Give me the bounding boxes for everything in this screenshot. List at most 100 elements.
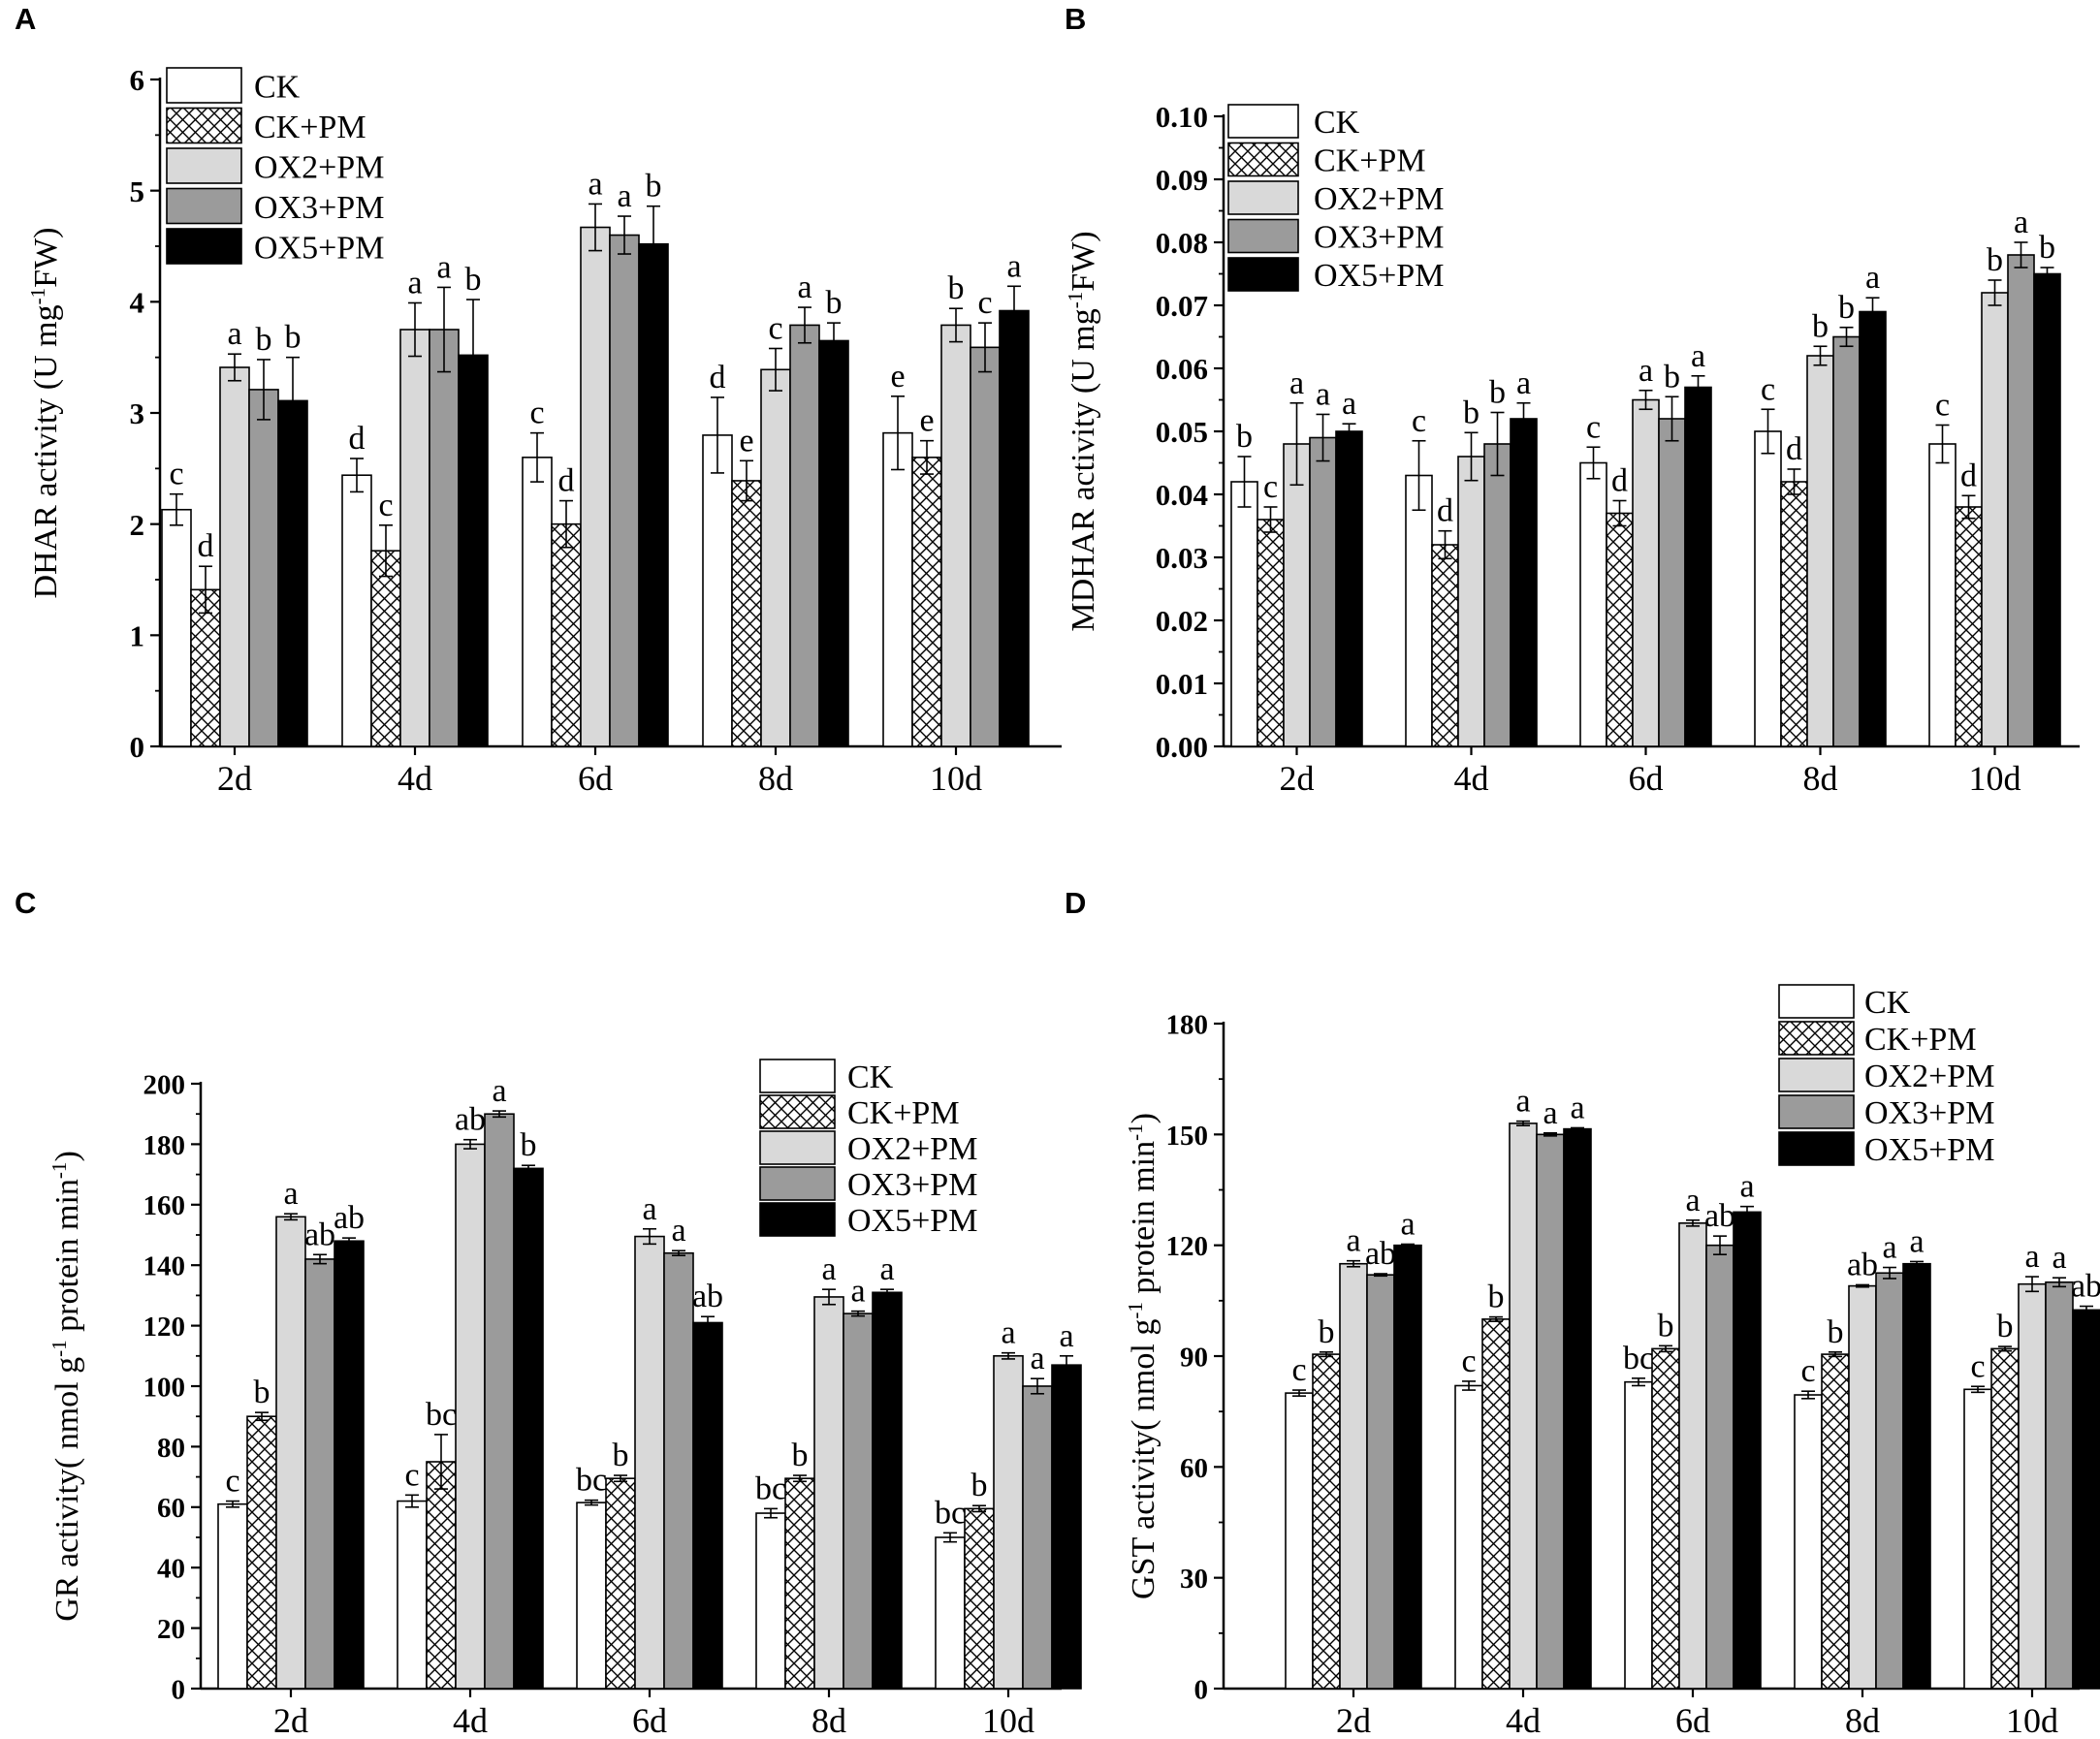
bar bbox=[1230, 481, 1258, 747]
y-tick-label: 180 bbox=[143, 1130, 186, 1161]
significance-letter: c bbox=[1291, 1352, 1306, 1388]
y-axis-title: DHAR activity (U mg-1FW) bbox=[26, 227, 64, 598]
y-tick-label: 120 bbox=[143, 1312, 186, 1343]
significance-letter: d bbox=[1960, 458, 1977, 493]
y-tick-label: 0.05 bbox=[1156, 415, 1208, 449]
significance-letter: ab bbox=[1847, 1247, 1878, 1282]
bar bbox=[1632, 398, 1660, 747]
bar bbox=[1405, 474, 1433, 747]
legend-swatch bbox=[1778, 1131, 1855, 1166]
legend-label: CK+PM bbox=[1864, 1022, 1977, 1058]
significance-letter: b bbox=[1489, 375, 1506, 411]
significance-letter: a bbox=[1543, 1095, 1557, 1131]
x-tick-label: 4d bbox=[398, 759, 432, 798]
significance-letter: b bbox=[521, 1127, 537, 1163]
bar bbox=[872, 1291, 903, 1690]
legend-label: OX5+PM bbox=[1314, 258, 1444, 294]
significance-letter: c bbox=[1586, 409, 1601, 445]
significance-letter: e bbox=[739, 423, 753, 458]
bar bbox=[458, 354, 489, 747]
bar bbox=[2033, 272, 2061, 747]
legend-label: CK bbox=[847, 1059, 894, 1095]
bar bbox=[580, 226, 611, 747]
significance-letter: a bbox=[1030, 1341, 1044, 1376]
bar bbox=[634, 1235, 665, 1690]
legend-label: OX3+PM bbox=[254, 190, 384, 226]
y-tick-label: 0.09 bbox=[1156, 163, 1208, 197]
bar bbox=[993, 1355, 1024, 1690]
bar bbox=[304, 1258, 335, 1690]
bar bbox=[1454, 1384, 1483, 1690]
bar bbox=[161, 508, 192, 747]
significance-letter: a bbox=[1400, 1207, 1415, 1243]
bar bbox=[1928, 443, 1957, 747]
bar bbox=[2007, 254, 2035, 747]
bar bbox=[397, 1500, 428, 1690]
x-tick-label: 4d bbox=[1506, 1701, 1541, 1739]
bar bbox=[1832, 335, 1861, 747]
bar bbox=[1981, 292, 2009, 747]
bar bbox=[755, 1512, 786, 1690]
bar bbox=[1955, 506, 1983, 747]
significance-letter: b bbox=[2039, 230, 2055, 266]
significance-letter: c bbox=[1412, 403, 1426, 439]
significance-letter: c bbox=[404, 1457, 419, 1493]
significance-letter: a bbox=[1346, 1223, 1360, 1259]
significance-letter: a bbox=[617, 178, 631, 214]
significance-letter: a bbox=[1059, 1318, 1073, 1354]
bar bbox=[275, 1216, 306, 1690]
significance-letter: c bbox=[768, 310, 782, 346]
significance-letter: c bbox=[529, 395, 544, 431]
bar bbox=[1536, 1133, 1565, 1690]
legend-swatch bbox=[166, 107, 242, 144]
bar bbox=[1806, 355, 1834, 747]
y-tick-label: 3 bbox=[130, 396, 145, 430]
bar bbox=[1051, 1364, 1082, 1690]
x-tick-label: 10d bbox=[2006, 1701, 2058, 1739]
significance-letter: ab bbox=[1365, 1236, 1396, 1272]
bar bbox=[1678, 1222, 1707, 1690]
significance-letter: c bbox=[1761, 371, 1775, 407]
bar bbox=[935, 1536, 966, 1690]
x-tick-label: 4d bbox=[453, 1701, 488, 1739]
y-axis-title: GR activity( nmol g-1 protein min-1) bbox=[48, 1151, 85, 1622]
legend-label: OX2+PM bbox=[1864, 1059, 1994, 1094]
x-tick-label: 10d bbox=[1969, 759, 2021, 798]
significance-letter: a bbox=[671, 1213, 685, 1249]
significance-letter: bc bbox=[426, 1397, 457, 1433]
significance-letter: b bbox=[1658, 1308, 1674, 1344]
significance-letter: e bbox=[890, 359, 905, 395]
bar bbox=[1733, 1211, 1762, 1690]
legend-label: OX2+PM bbox=[1314, 181, 1444, 217]
bar bbox=[217, 1502, 248, 1690]
significance-letter: a bbox=[1739, 1169, 1754, 1205]
significance-letter: b bbox=[1987, 242, 2003, 278]
y-tick-label: 160 bbox=[143, 1190, 186, 1221]
legend-swatch bbox=[1227, 104, 1299, 139]
significance-letter: a bbox=[1515, 1084, 1530, 1120]
legend-label: CK bbox=[254, 70, 301, 106]
significance-letter: e bbox=[919, 403, 934, 439]
legend-swatch bbox=[759, 1094, 836, 1129]
bar bbox=[576, 1502, 607, 1690]
bar bbox=[1848, 1284, 1877, 1690]
significance-letter: a bbox=[1882, 1230, 1896, 1266]
y-tick-label: 6 bbox=[130, 63, 145, 97]
x-tick-label: 10d bbox=[982, 1701, 1034, 1739]
significance-letter: a bbox=[1342, 386, 1356, 422]
bar bbox=[1312, 1353, 1341, 1690]
bar bbox=[1651, 1347, 1680, 1690]
bar bbox=[818, 339, 849, 747]
significance-letter: d bbox=[198, 528, 214, 564]
bar bbox=[551, 522, 582, 747]
y-tick-label: 0.01 bbox=[1156, 667, 1208, 701]
legend-label: OX3+PM bbox=[1864, 1095, 1994, 1131]
significance-letter: c bbox=[1970, 1348, 1985, 1384]
y-axis-title: GST activity( nmol g-1 protein min-1) bbox=[1124, 1113, 1161, 1599]
significance-letter: b bbox=[1997, 1309, 2014, 1344]
y-tick-label: 120 bbox=[1166, 1231, 1209, 1262]
significance-letter: a bbox=[1570, 1090, 1584, 1125]
